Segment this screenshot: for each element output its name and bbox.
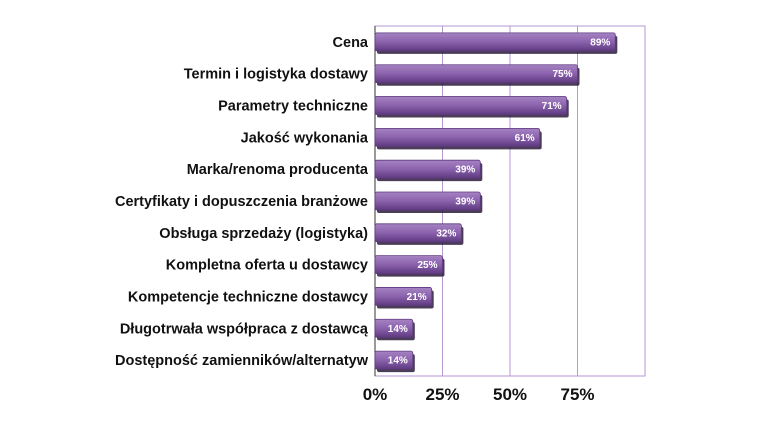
- x-axis-tick-labels: 0% 25% 50% 75%: [363, 385, 595, 404]
- bar-value-label: 39%: [455, 197, 475, 208]
- bar-value-label: 25%: [417, 260, 437, 271]
- bar: [374, 350, 414, 370]
- category-label: Obsługa sprzedaży (logistyka): [159, 226, 368, 242]
- category-label: Certyfikaty i dopuszczenia branżowe: [115, 194, 368, 210]
- category-label: Kompetencje techniczne dostawcy: [128, 289, 368, 305]
- category-label: Jakość wykonania: [241, 130, 369, 146]
- category-label: Kompletna oferta u dostawcy: [166, 258, 368, 274]
- bar-value-label: 75%: [552, 69, 572, 80]
- bar: [374, 191, 481, 211]
- bar: [374, 159, 481, 179]
- category-label: Długotrwała współpraca z dostawcą: [120, 321, 369, 337]
- bar: [374, 255, 443, 275]
- bar: [374, 318, 414, 338]
- bar-value-label: 21%: [407, 292, 427, 303]
- bar: [374, 223, 462, 243]
- category-label: Dostępność zamienników/alternatyw: [115, 353, 369, 369]
- category-label: Termin i logistyka dostawy: [184, 67, 368, 83]
- bar-value-label: 14%: [388, 356, 408, 367]
- x-tick-label: 0%: [363, 385, 388, 404]
- bar: [374, 64, 578, 84]
- x-tick-label: 75%: [560, 385, 594, 404]
- bar-value-label: 89%: [590, 37, 610, 48]
- category-label: Marka/renoma producenta: [187, 162, 369, 178]
- x-tick-label: 25%: [425, 385, 459, 404]
- bar: [374, 96, 568, 115]
- x-tick-label: 50%: [493, 385, 527, 404]
- bar-value-label: 71%: [542, 101, 562, 112]
- bar-value-label: 61%: [515, 133, 535, 144]
- bar-value-label: 32%: [436, 228, 456, 239]
- bar-value-label: 39%: [455, 165, 475, 176]
- bar: [374, 287, 433, 306]
- category-labels: Cena Termin i logistyka dostawy Parametry …: [115, 35, 369, 369]
- bar: [374, 127, 541, 147]
- bars: 89% 75% 71% 61% 39% 39% 32% 25% 21% 14% 14%: [374, 32, 618, 373]
- bar: [374, 32, 616, 52]
- category-label: Parametry techniczne: [218, 99, 368, 115]
- bar-value-label: 14%: [388, 324, 408, 335]
- category-label: Cena: [333, 35, 369, 51]
